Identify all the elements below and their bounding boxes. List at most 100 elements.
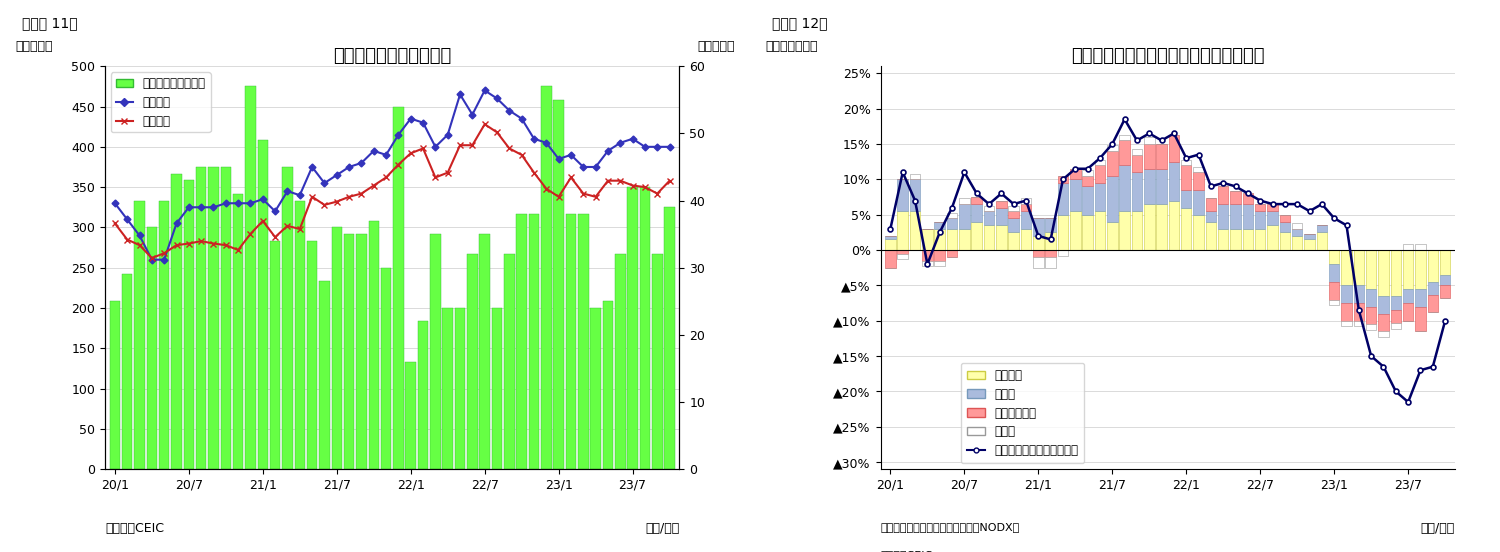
Bar xyxy=(1317,225,1328,232)
Bar xyxy=(1366,250,1377,289)
Bar xyxy=(159,200,170,469)
Bar xyxy=(1206,198,1216,211)
Bar xyxy=(1428,250,1438,282)
Bar xyxy=(1119,140,1130,165)
Bar xyxy=(1414,306,1425,331)
Bar xyxy=(1022,204,1031,211)
Text: （資料）CEIC: （資料）CEIC xyxy=(880,550,933,552)
Bar xyxy=(664,208,675,469)
Bar xyxy=(1353,303,1364,321)
Bar xyxy=(1083,170,1094,176)
Bar xyxy=(282,167,292,469)
Bar xyxy=(554,100,564,469)
Bar xyxy=(934,222,945,229)
Bar xyxy=(1390,296,1401,310)
Text: （年/月）: （年/月） xyxy=(645,522,680,534)
Bar xyxy=(1034,250,1044,257)
Bar xyxy=(1378,331,1389,337)
Bar xyxy=(1390,310,1401,323)
Bar xyxy=(1206,222,1216,250)
Bar xyxy=(122,274,132,469)
Bar xyxy=(1107,176,1118,222)
Bar xyxy=(946,229,957,250)
Bar xyxy=(1119,211,1130,250)
Title: シンガポール　貿易収支: シンガポール 貿易収支 xyxy=(333,47,452,65)
Bar xyxy=(578,214,588,469)
Bar xyxy=(220,167,231,469)
Bar xyxy=(1329,282,1340,300)
Bar xyxy=(1317,232,1328,250)
Bar xyxy=(1390,250,1401,296)
Bar xyxy=(1194,215,1204,250)
Bar xyxy=(885,240,896,250)
Bar xyxy=(922,229,933,250)
Bar xyxy=(1206,211,1216,222)
Bar xyxy=(419,321,429,469)
Bar xyxy=(1366,324,1377,330)
Bar xyxy=(1242,204,1252,229)
Bar xyxy=(1058,183,1068,215)
Bar xyxy=(1058,176,1068,183)
Bar xyxy=(910,211,921,250)
Bar xyxy=(1144,169,1155,204)
Bar xyxy=(147,227,158,469)
Title: シンガポール　輸出の伸び率（品目別）: シンガポール 輸出の伸び率（品目別） xyxy=(1071,47,1264,65)
Bar xyxy=(1194,167,1204,172)
Legend: 貿易収支（右目盛）, 総輸出額, 総輸入額: 貿易収支（右目盛）, 総輸出額, 総輸入額 xyxy=(111,72,210,132)
Bar xyxy=(1022,229,1031,250)
Bar xyxy=(1046,232,1056,250)
Bar xyxy=(1119,165,1130,211)
Bar xyxy=(1402,303,1413,321)
Bar xyxy=(1034,257,1044,268)
Bar xyxy=(232,194,243,469)
Bar xyxy=(135,200,146,469)
Bar xyxy=(897,253,908,259)
Bar xyxy=(1046,250,1056,257)
Bar xyxy=(1230,204,1240,229)
Bar xyxy=(972,222,982,250)
Bar xyxy=(984,225,994,250)
Bar xyxy=(110,301,120,469)
Bar xyxy=(344,234,354,469)
Bar xyxy=(320,281,330,469)
Bar xyxy=(1378,250,1389,296)
Bar xyxy=(1180,190,1191,208)
Bar xyxy=(897,179,908,211)
Bar xyxy=(381,268,392,469)
Bar xyxy=(996,208,1006,225)
Bar xyxy=(1107,145,1118,151)
Bar xyxy=(1046,218,1056,232)
Bar xyxy=(1305,234,1316,240)
Bar xyxy=(1107,222,1118,250)
Bar xyxy=(1341,285,1352,303)
Bar xyxy=(1070,169,1080,179)
Text: （億ドル）: （億ドル） xyxy=(15,40,52,52)
Bar xyxy=(1008,218,1019,232)
Bar xyxy=(1366,289,1377,306)
Bar xyxy=(1280,232,1290,250)
Bar xyxy=(1390,323,1401,328)
Bar xyxy=(1329,300,1340,305)
Bar xyxy=(1268,211,1278,225)
Bar xyxy=(591,308,602,469)
Bar xyxy=(1095,211,1106,250)
Bar xyxy=(1083,215,1094,250)
Bar xyxy=(1083,176,1094,187)
Bar xyxy=(1168,200,1179,250)
Text: （年/月）: （年/月） xyxy=(1420,522,1455,534)
Bar xyxy=(972,204,982,222)
Bar xyxy=(1341,250,1352,285)
Bar xyxy=(1414,250,1425,289)
Bar xyxy=(934,261,945,266)
Bar xyxy=(369,221,380,469)
Bar xyxy=(1353,321,1364,326)
Bar xyxy=(1131,211,1142,250)
Bar xyxy=(1131,155,1142,172)
Bar xyxy=(1218,229,1228,250)
Bar xyxy=(1268,204,1278,211)
Bar xyxy=(946,250,957,257)
Text: （図表 11）: （図表 11） xyxy=(22,17,78,30)
Bar xyxy=(1378,296,1389,314)
Bar xyxy=(1256,211,1266,229)
Bar xyxy=(615,254,626,469)
